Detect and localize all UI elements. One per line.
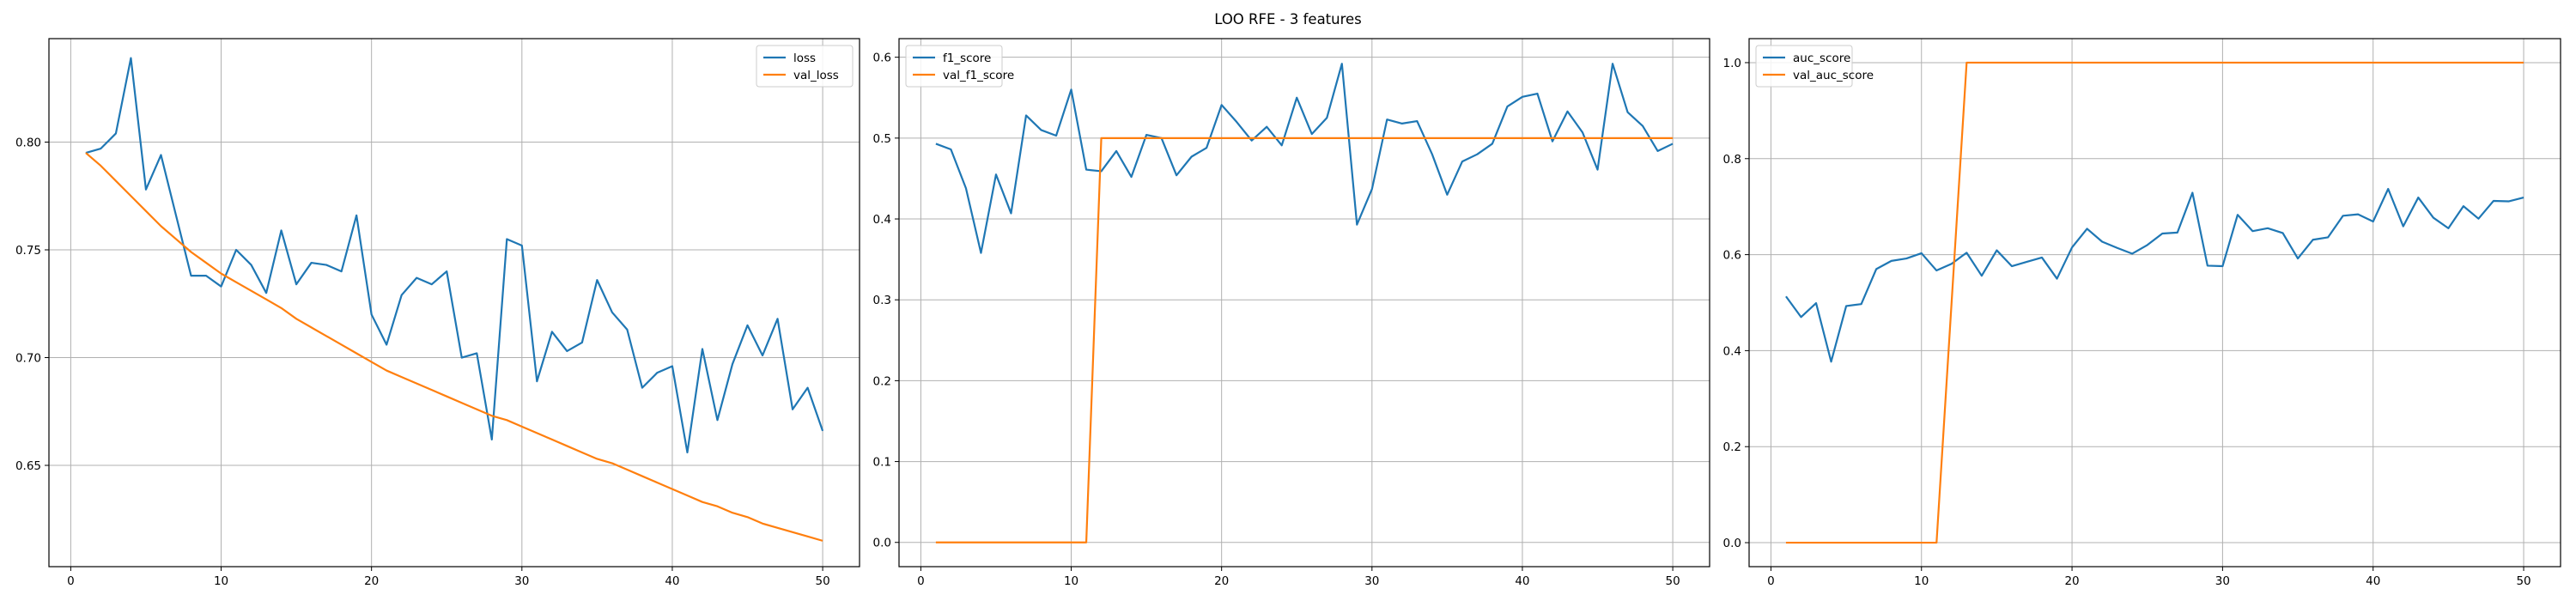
x-tick-label: 50 [815, 574, 829, 588]
x-tick-label: 40 [665, 574, 679, 588]
x-tick-label: 50 [2516, 574, 2530, 588]
axes-frame [48, 38, 860, 568]
series-line-val-auc-score [1785, 61, 2524, 544]
x-tick-label: 0 [917, 574, 925, 588]
y-tick-label: 0.6 [873, 52, 891, 65]
y-tick-label: 0.3 [873, 294, 891, 307]
x-tick-label: 30 [2215, 574, 2230, 588]
legend: f1_score val_f1_score [905, 45, 1014, 88]
y-tick-label: 0.4 [1723, 344, 1741, 358]
legend-box [756, 45, 854, 88]
y-tick-label: 0.5 [873, 132, 891, 146]
x-tick-label: 40 [2366, 574, 2380, 588]
y-tick-label: 0.2 [1723, 440, 1741, 454]
x-tick-label: 20 [1214, 574, 1229, 588]
y-tick-label: 0.6 [1723, 249, 1741, 263]
legend-label: val_auc_score [1793, 69, 1874, 82]
y-tick-label: 0.65 [15, 459, 41, 473]
series-line-auc-score [1785, 187, 2524, 363]
legend-label: loss [793, 52, 816, 65]
y-tick-label: 0.2 [873, 374, 891, 388]
y-tick-label: 0.4 [873, 213, 891, 227]
legend-box [905, 45, 1003, 88]
y-tick-label: 0.1 [873, 456, 891, 470]
series-line-val-f1-score [935, 137, 1674, 543]
legend-label: f1_score [943, 52, 991, 65]
series-line-f1-score [935, 63, 1674, 254]
series-line-loss [85, 57, 824, 454]
y-tick-label: 0.0 [873, 537, 891, 550]
x-tick-label: 50 [1665, 574, 1680, 588]
x-tick-label: 10 [1064, 574, 1078, 588]
x-tick-label: 30 [514, 574, 529, 588]
x-tick-label: 10 [214, 574, 228, 588]
auc-score-panel: 0 10 20 30 40 50 0.0 0.2 0.4 0.6 0.8 1.0 auc_scoreva… [1723, 38, 2561, 588]
y-tick-label: 0.0 [1723, 537, 1741, 550]
legend: loss val_loss [756, 45, 854, 88]
y-tick-label: 1.0 [1723, 57, 1741, 70]
x-tick-label: 0 [1767, 574, 1775, 588]
y-tick-label: 0.70 [15, 352, 41, 366]
legend-box [1755, 45, 1853, 88]
x-tick-label: 0 [67, 574, 75, 588]
legend-label: val_loss [793, 69, 839, 82]
x-tick-label: 40 [1515, 574, 1529, 588]
x-tick-label: 30 [1364, 574, 1379, 588]
legend-label: val_f1_score [943, 69, 1014, 82]
x-tick-label: 20 [2064, 574, 2079, 588]
series-line-val-loss [85, 152, 823, 542]
y-tick-label: 0.75 [15, 244, 41, 258]
loss-panel: 0 10 20 30 40 50 0.65 0.70 0.75 0.80 loss val_loss [15, 38, 860, 588]
legend-label: auc_score [1793, 52, 1850, 65]
x-tick-label: 10 [1914, 574, 1929, 588]
axes-frame [898, 38, 1710, 568]
y-tick-label: 0.80 [15, 136, 41, 149]
x-tick-label: 20 [364, 574, 379, 588]
figure-title: LOO RFE - 3 features [1214, 11, 1362, 27]
axes-frame [1748, 38, 2561, 568]
y-tick-label: 0.8 [1723, 153, 1741, 167]
legend: auc_score val_auc_score [1755, 45, 1874, 88]
f1-score-panel: 0 10 20 30 40 50 0.0 0.1 0.2 0.3 0.4 0.5 0.6 f1_score… [873, 38, 1710, 588]
